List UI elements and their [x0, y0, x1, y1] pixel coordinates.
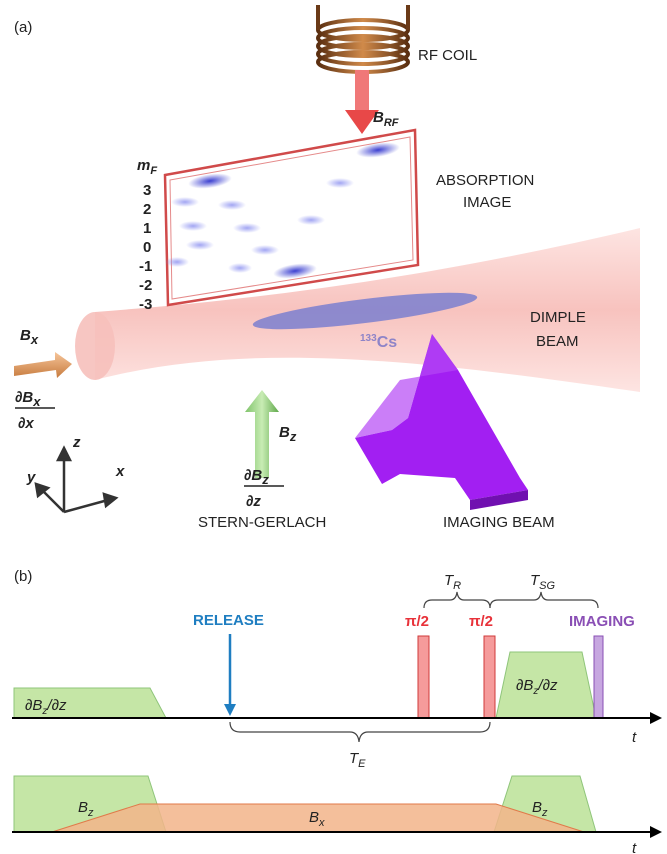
bz1-label: Bz [78, 799, 94, 819]
cs-atom-cloud [252, 292, 478, 330]
mf-level: 1 [143, 220, 151, 237]
bz-label: Bz [279, 424, 297, 444]
mf-level: -2 [139, 277, 152, 294]
rf-coil-label: RF COIL [418, 47, 477, 64]
grad-z-numerator: ∂Bz [244, 467, 269, 487]
pi-half-2-label: π/2 [469, 613, 493, 630]
panel-a-label: (a) [14, 19, 32, 36]
mf-level: 0 [143, 239, 151, 256]
absorption-label-line2: IMAGE [463, 194, 511, 211]
panel-b-label: (b) [14, 568, 32, 585]
te-brace [229, 721, 491, 743]
cs-label: 133Cs [360, 333, 397, 351]
imaging-label: IMAGING [569, 613, 635, 630]
bz2-label: Bz [532, 799, 548, 819]
time-axis-label-bottom: t [632, 840, 637, 854]
bx-label: Bx [20, 327, 39, 347]
mf-level: 3 [143, 182, 151, 199]
absorption-image [163, 128, 420, 307]
imaging-beam-label: IMAGING BEAM [443, 514, 555, 531]
mf-level: -3 [139, 296, 152, 313]
timeline-gradient [12, 635, 662, 724]
axis-z-label: z [72, 434, 81, 451]
coordinate-axes-icon [34, 445, 119, 514]
dimple-label-line1: DIMPLE [530, 309, 586, 326]
mf-level: 2 [143, 201, 151, 218]
release-label: RELEASE [193, 612, 264, 629]
bz-arrow-icon [245, 390, 279, 478]
tr-brace [423, 591, 491, 609]
tr-label: TR [444, 572, 461, 592]
time-axis-label-top: t [632, 729, 637, 746]
grad-x-numerator: ∂Bx [15, 389, 41, 409]
grad-z-denominator: ∂z [246, 493, 261, 510]
release-arrow-head-icon [224, 704, 236, 716]
b-rf-arrow-icon [345, 70, 379, 134]
stern-gerlach-label: STERN-GERLACH [198, 514, 326, 531]
te-label: TE [349, 750, 366, 770]
timeline-fields [12, 775, 662, 838]
bx-field-label: Bx [309, 809, 325, 829]
b-rf-label: BRF [373, 109, 399, 129]
bx-arrow-icon [14, 352, 72, 378]
rf-coil-icon [316, 5, 410, 74]
mf-label: mF [137, 157, 157, 177]
absorption-label-line1: ABSORPTION [436, 172, 534, 189]
dimple-label-line2: BEAM [536, 333, 579, 350]
grad1-label: ∂Bz/∂z [25, 697, 67, 717]
mf-level: -1 [139, 258, 152, 275]
axis-x-label: x [115, 463, 125, 480]
mf-levels: 3 2 1 0 -1 -2 -3 [139, 182, 152, 313]
tsg-label: TSG [530, 572, 556, 592]
pi-half-1-label: π/2 [405, 613, 429, 630]
tsg-brace [489, 591, 599, 609]
grad-x-denominator: ∂x [18, 415, 34, 432]
grad2-label: ∂Bz/∂z [516, 677, 558, 697]
imaging-beam-arrow-icon [355, 334, 528, 510]
axis-y-label: y [26, 469, 36, 486]
